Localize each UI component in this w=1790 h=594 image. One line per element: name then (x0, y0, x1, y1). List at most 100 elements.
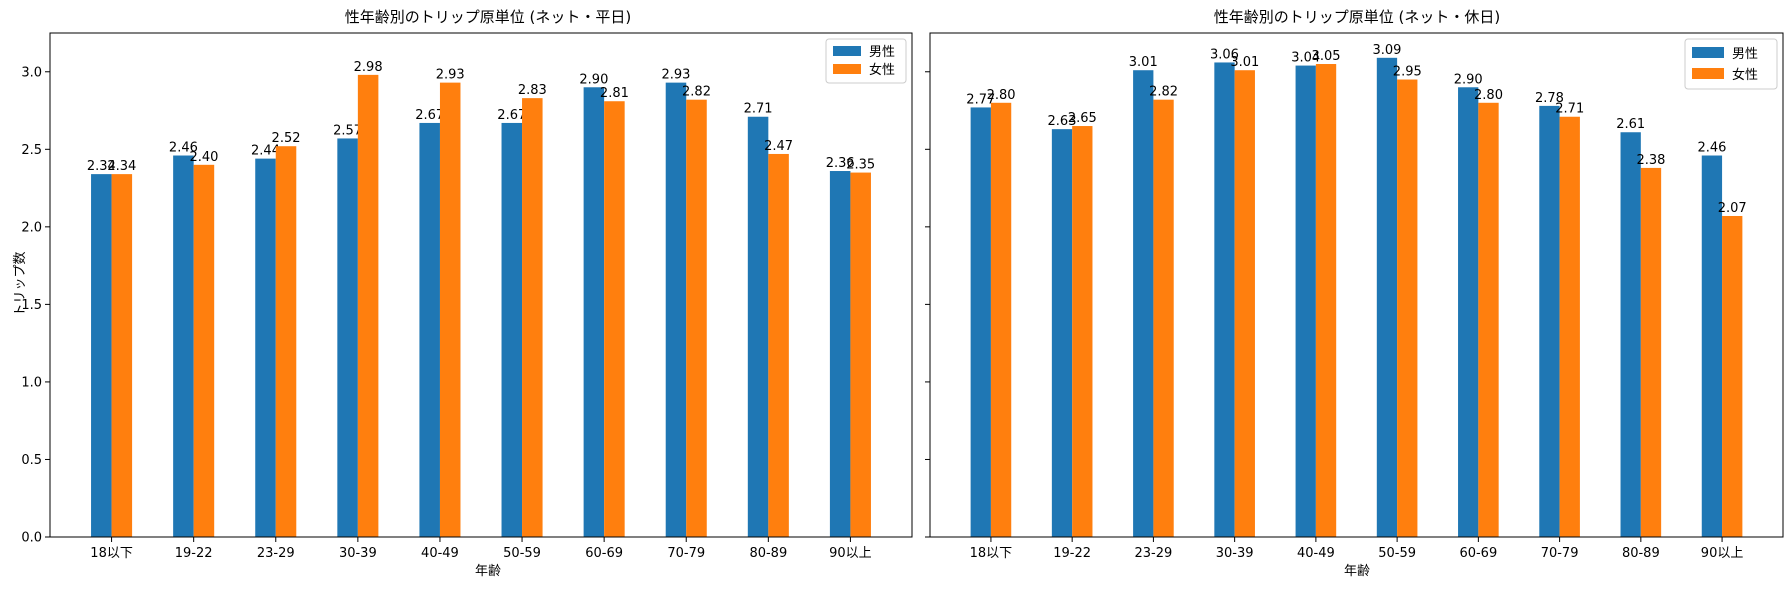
bar-female-3 (1234, 70, 1255, 538)
bar-female-7 (1559, 116, 1580, 537)
bar-female-4 (439, 82, 461, 537)
data-label-female-7: 2.82 (682, 85, 711, 100)
weekday-panel: 性年齢別のトリップ原単位 (ネット・平日) 年齢 トリップ数 2.342.46 2… (13, 8, 913, 579)
data-label-female-6: 2.80 (1474, 88, 1503, 103)
axes-frame (49, 32, 913, 538)
data-label-male-5: 2.67 (497, 108, 526, 123)
legend-swatch-female (1692, 68, 1724, 79)
axes-frame (929, 32, 1784, 538)
data-label-male-3: 2.57 (333, 123, 362, 138)
plot-area: 2.772.633.013.06 3.043.092.902.782.612.46… (925, 32, 1784, 561)
x-tick-label: 50-59 (1378, 546, 1416, 561)
chart-title: 性年齢別のトリップ原単位 (ネット・休日) (1214, 8, 1500, 26)
legend-box (1684, 38, 1778, 90)
bar-male-6 (583, 87, 605, 538)
x-tick-label: 90以上 (1701, 546, 1744, 561)
data-label-male-0: 2.77 (966, 92, 995, 107)
data-label-female-8: 2.47 (764, 139, 793, 154)
x-tick-label: 70-79 (667, 546, 705, 561)
data-label-female-8: 2.38 (1637, 153, 1666, 168)
bar-female-0 (990, 102, 1012, 538)
data-label-male-7: 2.78 (1535, 91, 1564, 106)
x-tick-label: 18以下 (970, 546, 1013, 561)
data-label-male-3: 3.06 (1210, 47, 1239, 62)
bar-male-1 (1051, 129, 1073, 537)
data-label-male-7: 2.93 (661, 68, 690, 83)
x-tick-label: 60-69 (1459, 546, 1497, 561)
plot-area: 2.34 2.46 2.44 2.57 2.67 2.67 2.90 2.93 2.71 2.36… (21, 32, 913, 561)
data-label-female-7: 2.71 (1555, 102, 1584, 117)
bar-male-4 (419, 122, 440, 538)
y-axis-label: トリップ数 (13, 251, 28, 316)
bar-female-8 (1640, 167, 1662, 537)
bar-male-8 (1620, 132, 1641, 537)
bar-female-9 (1722, 215, 1743, 537)
legend-label-female: 女性 (1732, 67, 1758, 83)
data-label-female-0: 2.80 (987, 88, 1016, 103)
bar-female-6 (1478, 102, 1499, 538)
x-tick-label: 23-29 (257, 546, 295, 561)
legend-label-male: 男性 (869, 45, 895, 60)
x-tick-label: 40-49 (1297, 546, 1335, 561)
bar-male-8 (747, 116, 769, 537)
x-tick-label: 19-22 (1053, 546, 1091, 561)
data-label-male-8: 2.61 (1616, 117, 1645, 132)
legend-swatch-female (833, 64, 861, 74)
bar-female-6 (604, 101, 625, 537)
x-tick-label: 80-89 (749, 546, 787, 561)
data-label-male-8: 2.71 (744, 102, 773, 117)
bar-male-3 (337, 138, 358, 537)
y-tick-label: 0.0 (21, 531, 42, 546)
data-label-female-4: 2.93 (436, 68, 465, 83)
x-tick-label: 30-39 (339, 546, 377, 561)
x-tick-label: 70-79 (1541, 546, 1579, 561)
x-tick-label: 50-59 (503, 546, 541, 561)
data-label-male-2: 3.01 (1129, 55, 1158, 70)
y-tick-label: 3.0 (21, 65, 42, 80)
bar-female-1 (193, 164, 215, 538)
x-tick-label: 30-39 (1216, 546, 1254, 561)
bar-male-7 (1539, 105, 1560, 537)
bar-female-3 (357, 74, 379, 538)
legend-label-female: 女性 (869, 62, 895, 78)
x-tick-label: 60-69 (585, 546, 623, 561)
data-label-female-3: 2.98 (354, 60, 383, 75)
data-label-male-2: 2.44 (251, 144, 280, 159)
data-label-female-0: 2.34 (107, 159, 136, 174)
x-tick-label: 23-29 (1135, 546, 1173, 561)
holiday-panel: 性年齢別のトリップ原単位 (ネット・休日) 年齢 2.772.633.013.0… (925, 8, 1784, 579)
data-label-male-0: 2.34 (87, 159, 116, 174)
legend-label-male: 男性 (1732, 47, 1758, 62)
bar-male-6 (1458, 87, 1479, 538)
legend-swatch-male (1692, 47, 1724, 58)
x-tick-label: 80-89 (1622, 546, 1660, 561)
data-label-male-5: 3.09 (1372, 43, 1401, 58)
bar-male-3 (1214, 62, 1235, 538)
data-label-female-2: 2.82 (1149, 85, 1178, 100)
bar-male-9 (1701, 155, 1723, 537)
data-label-male-6: 2.90 (579, 72, 608, 87)
data-label-male-4: 2.67 (415, 108, 444, 123)
bar-female-4 (1315, 64, 1337, 537)
x-tick-label: 18以下 (90, 546, 133, 561)
bar-female-2 (1153, 99, 1174, 537)
y-tick-label: 1.0 (21, 375, 42, 390)
data-label-female-2: 2.52 (272, 131, 301, 146)
data-label-female-1: 2.65 (1068, 111, 1097, 126)
data-label-female-1: 2.40 (189, 150, 218, 165)
y-tick-label: 2.5 (21, 143, 42, 158)
bar-female-5 (522, 98, 543, 537)
data-label-male-9: 2.46 (1697, 141, 1726, 156)
data-label-female-4: 3.05 (1312, 49, 1341, 64)
x-axis-label: 年齢 (475, 564, 501, 579)
bar-male-5 (501, 122, 523, 538)
bar-female-8 (768, 153, 789, 537)
data-label-male-6: 2.90 (1454, 72, 1483, 87)
data-label-male-1: 2.46 (169, 141, 198, 156)
x-tick-label: 90以上 (829, 546, 872, 561)
bar-male-4 (1295, 65, 1316, 537)
legend-swatch-male (833, 46, 861, 56)
